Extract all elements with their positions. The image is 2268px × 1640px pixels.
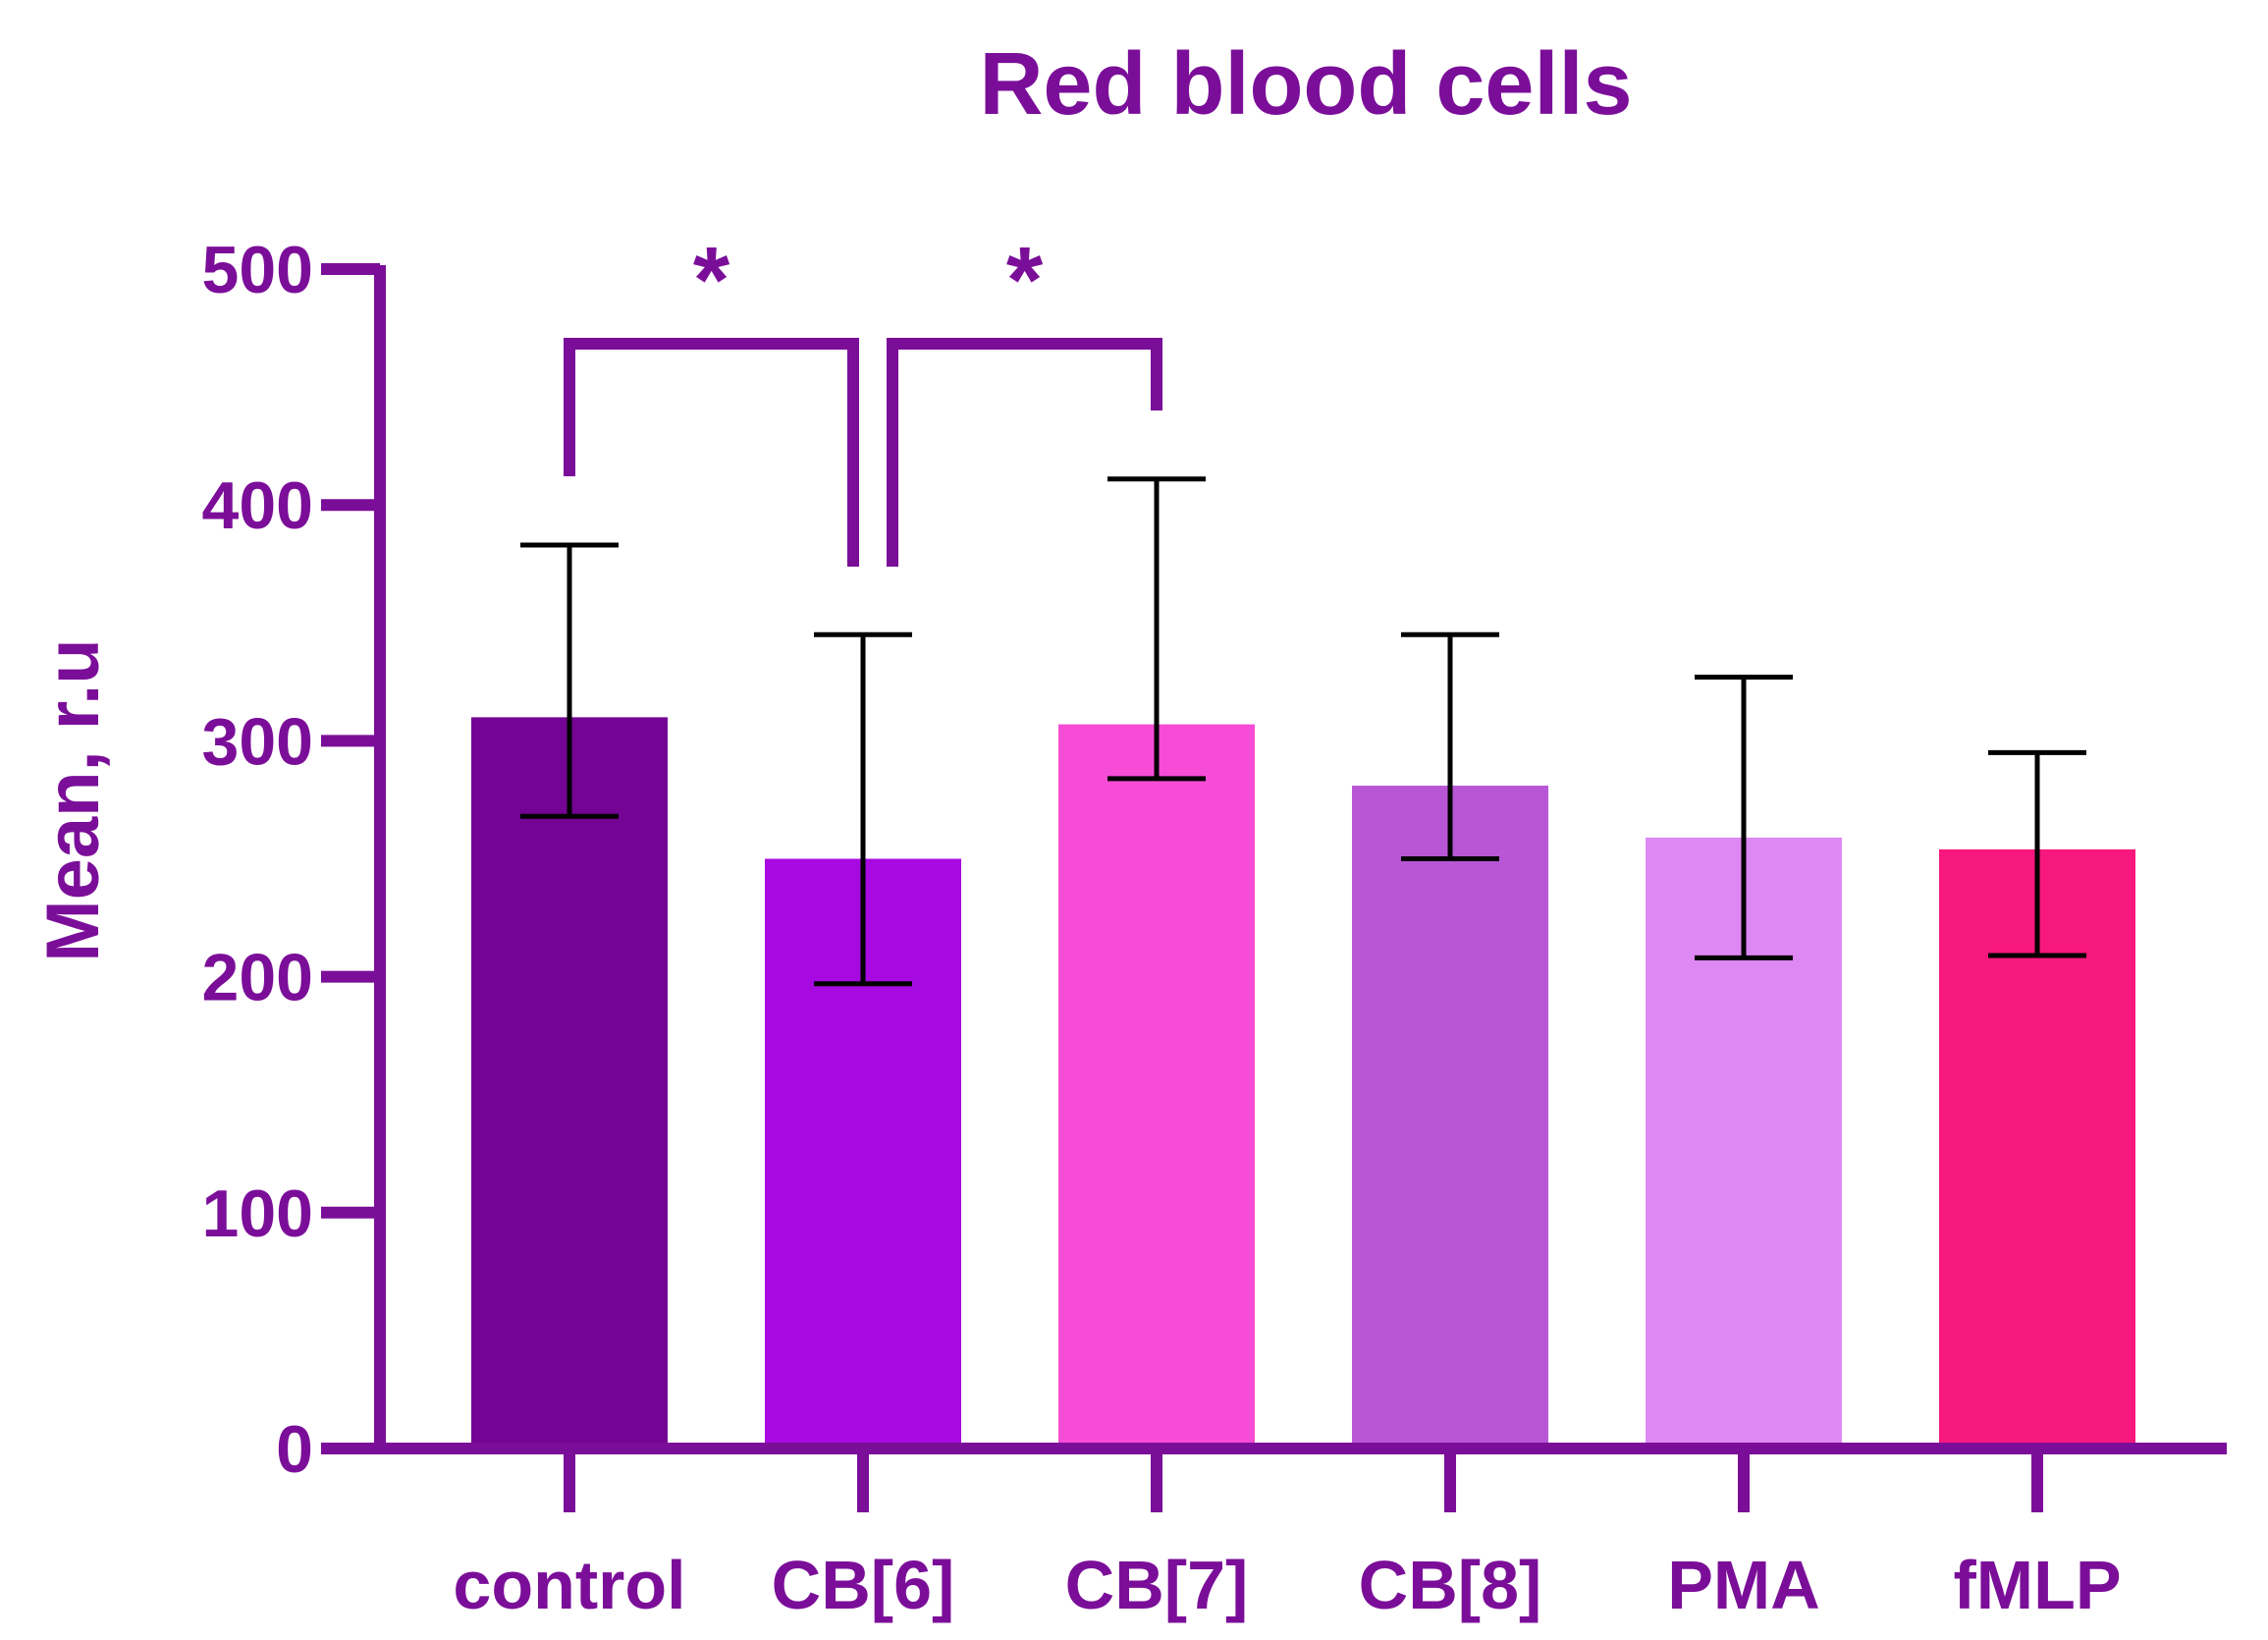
error-bar-3 <box>1401 631 1499 861</box>
significance-bracket-line <box>887 338 1162 567</box>
error-bars-group <box>520 476 2086 987</box>
significance-bracket-0: * <box>564 228 859 567</box>
x-tick-label: PMA <box>1667 1547 1820 1623</box>
y-tick-label: 100 <box>202 1176 313 1251</box>
bars-group <box>471 717 2135 1449</box>
error-bar-2 <box>1107 476 1206 782</box>
y-tick-label: 200 <box>202 941 313 1015</box>
x-tick-label: CB[8] <box>1359 1547 1542 1623</box>
error-bar-0 <box>520 542 619 819</box>
chart-title: Red blood cells <box>979 35 1632 134</box>
y-tick-label: 0 <box>276 1412 313 1487</box>
y-tick-label: 500 <box>202 233 313 307</box>
x-tick-label: CB[7] <box>1065 1547 1249 1623</box>
x-tick-label: fMLP <box>1953 1547 2121 1623</box>
axes-group <box>374 265 2227 1454</box>
significance-marker: * <box>1006 228 1044 333</box>
significance-bracket-1: * <box>887 228 1162 567</box>
error-bar-1 <box>814 631 912 987</box>
x-tick-label: CB[6] <box>772 1547 955 1623</box>
bar-2 <box>1058 724 1255 1449</box>
y-ticks-group: 0 100 200 300 400 500 <box>202 233 380 1487</box>
x-ticks-group: control CB[6] CB[7] CB[8] PMA fMLP <box>453 1449 2122 1623</box>
error-bar-4 <box>1695 675 1793 960</box>
bar-0 <box>471 717 668 1449</box>
significance-group: * * <box>564 228 1162 567</box>
y-tick-label: 400 <box>202 468 313 543</box>
bar-3 <box>1352 786 1548 1449</box>
error-bar-5 <box>1988 749 2086 958</box>
y-tick-label: 300 <box>202 704 313 779</box>
significance-bracket-line <box>564 338 859 567</box>
y-axis-label: Mean, r.u <box>31 638 115 961</box>
x-tick-label: control <box>453 1547 685 1623</box>
significance-marker: * <box>693 228 730 333</box>
